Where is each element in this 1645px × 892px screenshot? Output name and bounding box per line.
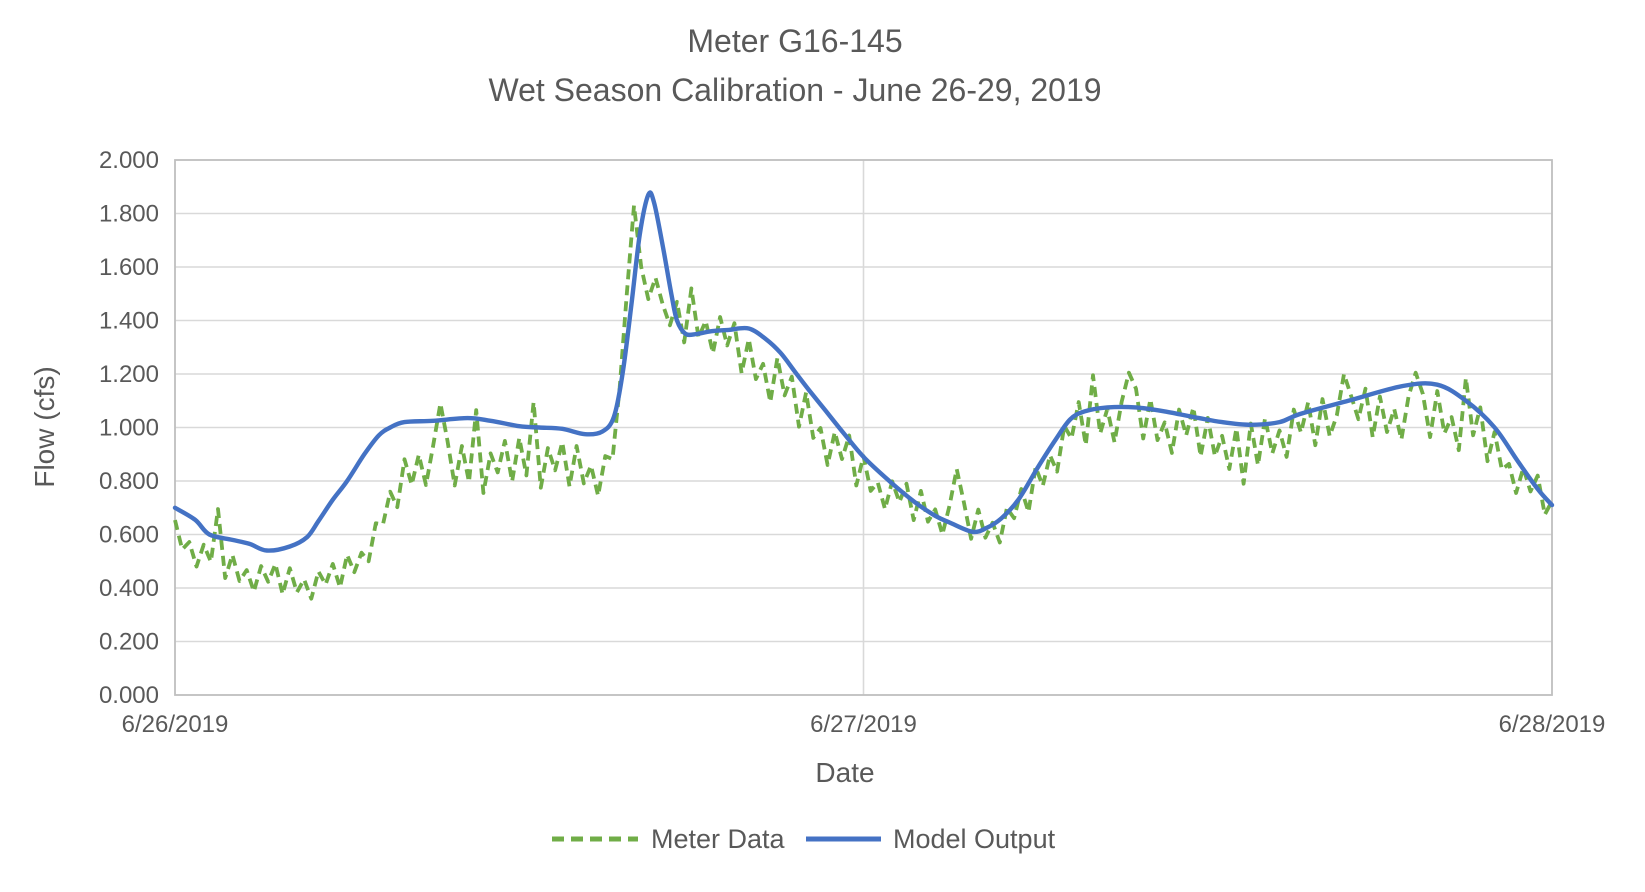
x-axis-title: Date — [815, 757, 874, 788]
model-output-legend-label: Model Output — [893, 824, 1056, 854]
y-axis-tick-label: 0.400 — [99, 575, 159, 602]
x-axis-tick-labels: 6/26/2019 6/27/2019 6/28/2019 — [122, 711, 1606, 738]
x-axis-tick-label: 6/27/2019 — [810, 711, 917, 738]
y-axis-tick-label: 0.800 — [99, 468, 159, 495]
y-axis-tick-label: 0.200 — [99, 629, 159, 656]
gridlines — [175, 160, 1552, 695]
chart-title-line1: Meter G16-145 — [687, 23, 902, 59]
legend: Meter Data Model Output — [552, 824, 1056, 854]
y-axis-tick-label: 1.600 — [99, 254, 159, 281]
chart-title-line2: Wet Season Calibration - June 26-29, 201… — [488, 72, 1101, 108]
y-axis-tick-label: 1.400 — [99, 308, 159, 335]
model-output-series-line — [172, 190, 1555, 553]
y-axis-title: Flow (cfs) — [29, 366, 60, 487]
y-axis-tick-label: 0.600 — [99, 522, 159, 549]
y-axis-tick-label: 1.200 — [99, 361, 159, 388]
meter-data-legend-label: Meter Data — [651, 824, 786, 854]
plot-area-border — [174, 159, 1553, 696]
x-axis-tick-label: 6/26/2019 — [122, 711, 229, 738]
x-axis-tick-label: 6/28/2019 — [1499, 711, 1606, 738]
y-axis-tick-labels: 2.000 1.800 1.600 1.400 1.200 1.000 0.800 0.600… — [99, 147, 159, 709]
series-lines — [172, 190, 1555, 601]
y-axis-tick-label: 2.000 — [99, 147, 159, 174]
y-axis-tick-label: 1.800 — [99, 201, 159, 228]
y-axis-tick-label: 1.000 — [99, 415, 159, 442]
y-axis-tick-label: 0.000 — [99, 682, 159, 709]
